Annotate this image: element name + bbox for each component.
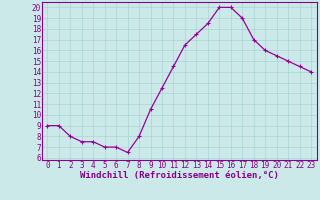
X-axis label: Windchill (Refroidissement éolien,°C): Windchill (Refroidissement éolien,°C) xyxy=(80,171,279,180)
